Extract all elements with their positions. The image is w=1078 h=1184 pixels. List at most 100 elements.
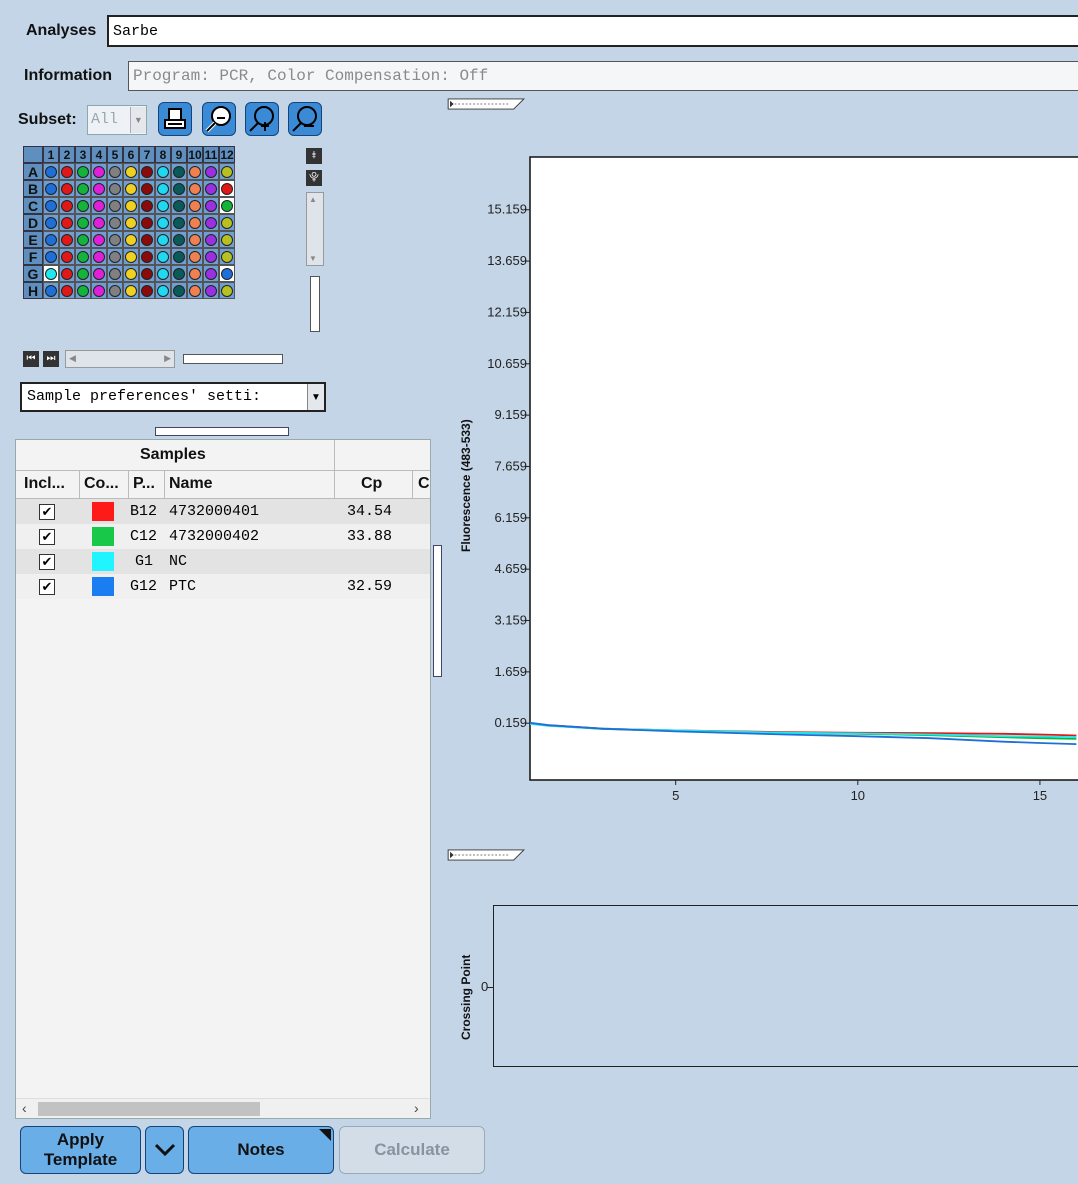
plate-well[interactable] — [75, 282, 91, 299]
plate-well[interactable] — [43, 265, 59, 282]
plate-column-header[interactable]: 3 — [75, 146, 91, 163]
plate-well[interactable] — [75, 265, 91, 282]
plate-well[interactable] — [123, 214, 139, 231]
plate-well[interactable] — [139, 265, 155, 282]
plate-well[interactable] — [91, 282, 107, 299]
plate-well[interactable] — [107, 282, 123, 299]
plate-well[interactable] — [91, 214, 107, 231]
scroll-up-icon[interactable]: ▲ — [309, 195, 317, 204]
plate-column-header[interactable]: 12 — [219, 146, 235, 163]
plate-well[interactable] — [123, 265, 139, 282]
plate-well[interactable] — [107, 197, 123, 214]
plate-well[interactable] — [171, 197, 187, 214]
chart-splitter-bottom[interactable] — [445, 848, 527, 866]
plate-well[interactable] — [107, 180, 123, 197]
plate-grid[interactable]: 1 2 3 4 5 6 7 8 9 10 11 12 A B C D E F G H — [23, 146, 235, 299]
plate-row-header[interactable]: E — [23, 231, 43, 248]
plate-well[interactable] — [203, 265, 219, 282]
plate-well[interactable] — [107, 265, 123, 282]
plate-well[interactable] — [187, 231, 203, 248]
plate-row-header[interactable]: A — [23, 163, 43, 180]
zoom-button[interactable] — [202, 102, 236, 136]
plate-well[interactable] — [107, 231, 123, 248]
plate-well[interactable] — [43, 248, 59, 265]
plate-well[interactable] — [43, 180, 59, 197]
plate-well[interactable] — [203, 197, 219, 214]
first-row-icon[interactable]: ⯒ — [306, 148, 322, 164]
plate-well[interactable] — [171, 282, 187, 299]
template-menu-button[interactable] — [145, 1126, 184, 1174]
color-swatch[interactable] — [92, 552, 114, 571]
plate-column-header[interactable]: 7 — [139, 146, 155, 163]
plate-column-header[interactable]: 9 — [171, 146, 187, 163]
plate-well[interactable] — [139, 197, 155, 214]
plate-column-header[interactable]: 1 — [43, 146, 59, 163]
vertical-zoom-slider[interactable] — [310, 276, 320, 332]
plate-well[interactable] — [155, 214, 171, 231]
plate-well[interactable] — [107, 163, 123, 180]
plate-well[interactable] — [171, 231, 187, 248]
plate-well[interactable] — [155, 163, 171, 180]
last-column-icon[interactable]: ⏭ — [43, 351, 59, 367]
plate-well[interactable] — [219, 197, 235, 214]
plate-column-header[interactable]: 11 — [203, 146, 219, 163]
table-row[interactable]: ✔ G1 NC — [16, 549, 430, 574]
plate-well[interactable] — [43, 282, 59, 299]
plate-well[interactable] — [203, 214, 219, 231]
plate-column-header[interactable]: 6 — [123, 146, 139, 163]
plate-well[interactable] — [219, 180, 235, 197]
plate-column-header[interactable]: 4 — [91, 146, 107, 163]
plate-well[interactable] — [219, 163, 235, 180]
plate-well[interactable] — [139, 214, 155, 231]
plate-well[interactable] — [91, 265, 107, 282]
plate-well[interactable] — [43, 214, 59, 231]
plate-well[interactable] — [123, 180, 139, 197]
plate-well[interactable] — [171, 265, 187, 282]
plate-well[interactable] — [171, 248, 187, 265]
plate-well[interactable] — [43, 231, 59, 248]
plate-well[interactable] — [91, 197, 107, 214]
plate-well[interactable] — [75, 214, 91, 231]
plate-row-header[interactable]: B — [23, 180, 43, 197]
plate-well[interactable] — [203, 180, 219, 197]
last-row-icon[interactable]: ⯓ — [306, 170, 322, 186]
plate-well[interactable] — [187, 214, 203, 231]
col-header-included[interactable]: Incl... — [24, 475, 65, 492]
analyses-field[interactable]: Sarbe — [107, 15, 1078, 47]
preferences-dropdown[interactable]: Sample preferences' setti: ▼ — [20, 382, 326, 412]
scroll-left-icon[interactable]: ‹ — [22, 1100, 27, 1116]
plate-well[interactable] — [219, 231, 235, 248]
plate-well[interactable] — [171, 214, 187, 231]
plate-well[interactable] — [139, 163, 155, 180]
plate-row-header[interactable]: F — [23, 248, 43, 265]
first-column-icon[interactable]: ⏮ — [23, 351, 39, 367]
plate-well[interactable] — [155, 197, 171, 214]
plate-row-header[interactable]: H — [23, 282, 43, 299]
plate-well[interactable] — [123, 282, 139, 299]
print-button[interactable] — [158, 102, 192, 136]
table-splitter-handle[interactable] — [155, 427, 289, 436]
include-checkbox[interactable]: ✔ — [39, 554, 55, 570]
plate-well[interactable] — [59, 180, 75, 197]
plate-well[interactable] — [123, 248, 139, 265]
color-swatch[interactable] — [92, 577, 114, 596]
plate-well[interactable] — [155, 231, 171, 248]
scroll-right-icon[interactable]: › — [414, 1100, 419, 1116]
plate-well[interactable] — [187, 197, 203, 214]
plate-well[interactable] — [91, 180, 107, 197]
plate-well[interactable] — [139, 180, 155, 197]
plate-well[interactable] — [59, 197, 75, 214]
col-header-cp[interactable]: Cp — [361, 475, 383, 492]
plate-well[interactable] — [187, 180, 203, 197]
plate-well[interactable] — [123, 197, 139, 214]
table-horizontal-scrollbar[interactable]: ‹ › — [16, 1098, 430, 1118]
col-header-color[interactable]: Co... — [84, 475, 119, 492]
scroll-right-icon[interactable]: ▶ — [164, 353, 171, 363]
plate-column-header[interactable]: 5 — [107, 146, 123, 163]
plate-row-header[interactable]: D — [23, 214, 43, 231]
plate-well[interactable] — [155, 180, 171, 197]
plate-well[interactable] — [43, 197, 59, 214]
plate-well[interactable] — [155, 265, 171, 282]
fluorescence-chart[interactable]: 15.159 13.659 12.159 10.659 9.159 7.659 6.159 4… — [440, 150, 1078, 810]
include-checkbox[interactable]: ✔ — [39, 579, 55, 595]
